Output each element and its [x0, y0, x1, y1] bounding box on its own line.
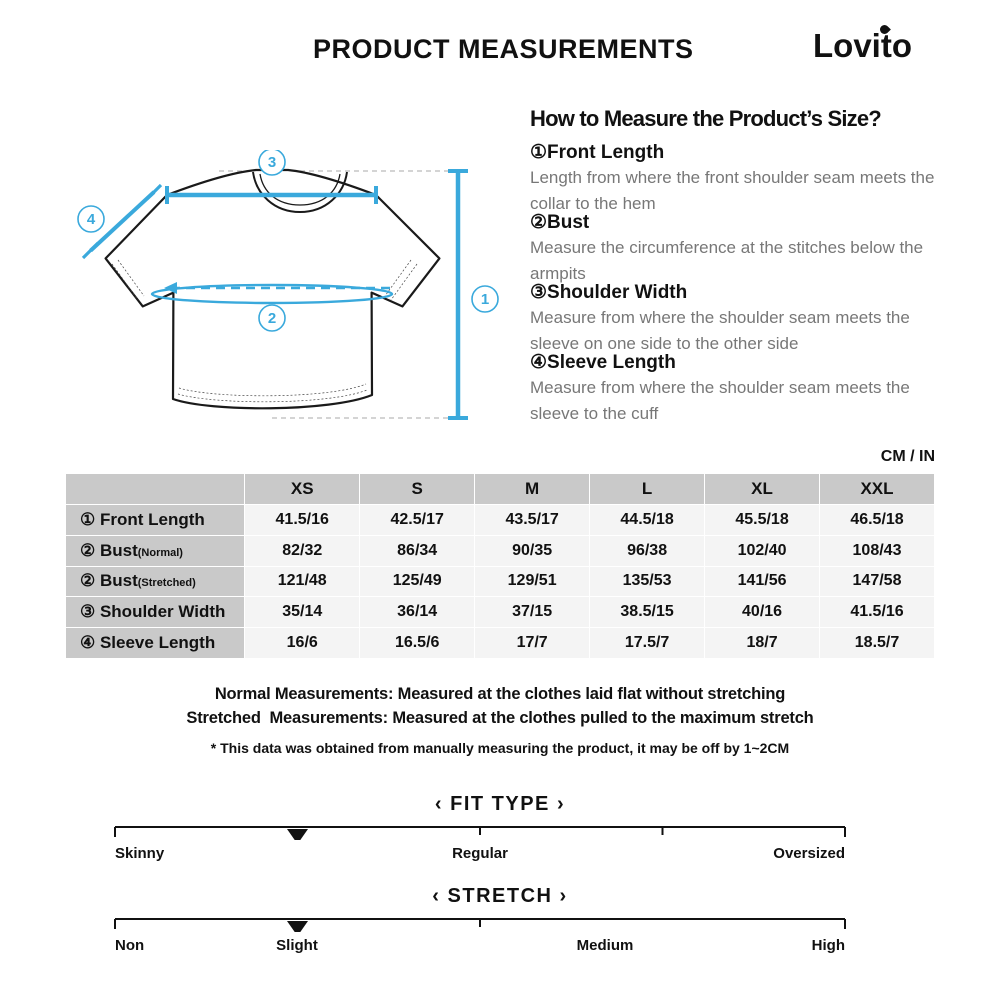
svg-text:2: 2	[268, 310, 276, 327]
svg-text:4: 4	[87, 211, 96, 228]
svg-text:3: 3	[268, 154, 276, 171]
svg-text:1: 1	[481, 291, 489, 308]
